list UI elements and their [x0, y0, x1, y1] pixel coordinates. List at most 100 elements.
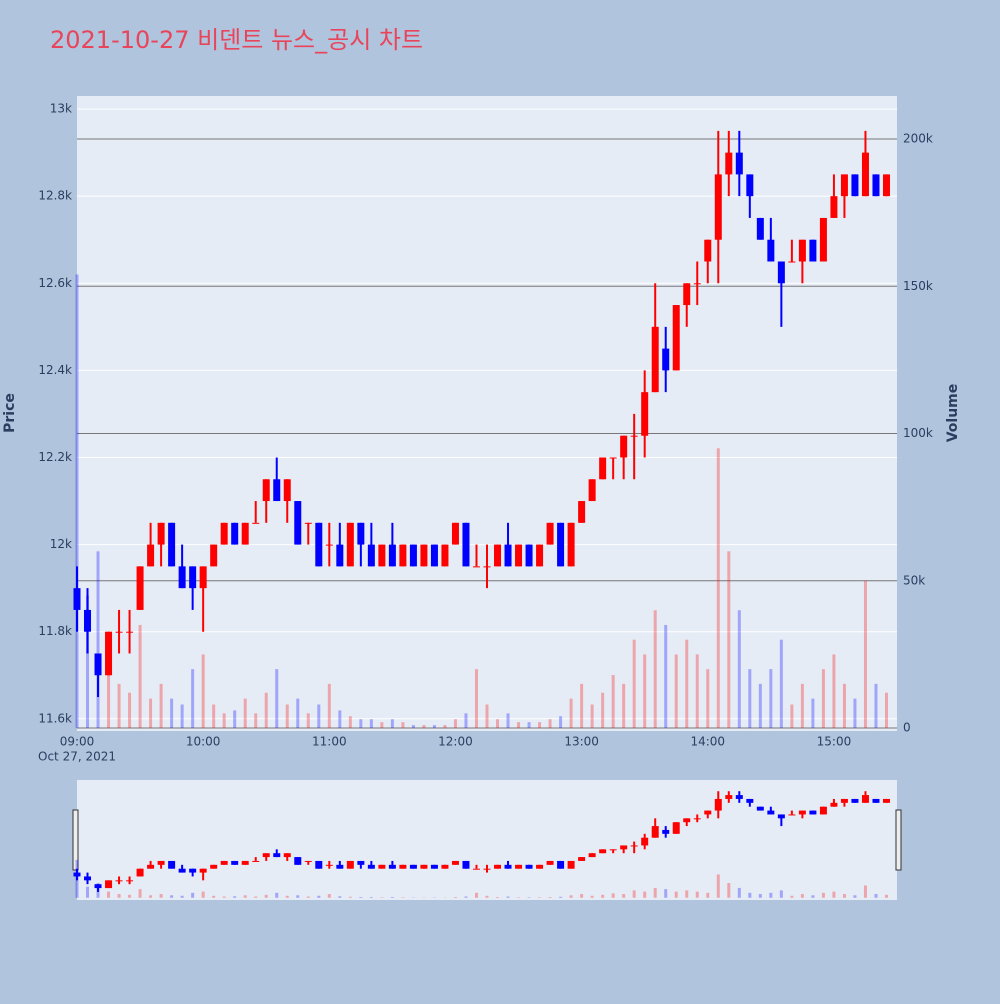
y-tick-label: 11.6k — [38, 711, 72, 725]
candle-body — [662, 830, 669, 834]
volume-bar — [118, 684, 121, 728]
volume-bar — [601, 693, 604, 728]
volume-bar — [149, 699, 152, 728]
candle-body — [872, 174, 879, 196]
candle-body — [179, 869, 186, 873]
candle-body — [851, 174, 858, 196]
candle-body — [725, 153, 732, 175]
volume-bar — [822, 893, 825, 898]
candle-body — [767, 240, 774, 262]
candle-body — [410, 865, 417, 869]
volume-bar — [170, 699, 173, 728]
volume-bar — [853, 699, 856, 728]
volume-bar — [738, 888, 741, 898]
volume-bar — [496, 897, 499, 898]
candle-body — [547, 861, 554, 865]
volume-bar — [780, 890, 783, 897]
volume-bar — [265, 895, 268, 898]
candle-body — [557, 861, 564, 869]
candle-body — [168, 861, 175, 869]
x-date-label: Oct 27, 2021 — [38, 750, 116, 764]
candle-body — [788, 814, 795, 815]
candle-body — [799, 240, 806, 262]
volume-bar — [464, 713, 467, 728]
candle-body — [799, 811, 806, 815]
candle-body — [347, 861, 354, 869]
volume-bar — [864, 885, 867, 897]
candle-body — [431, 865, 438, 869]
candle-body — [74, 588, 81, 610]
candle-body — [116, 632, 123, 633]
candle-body — [336, 545, 343, 567]
candle-body — [694, 818, 701, 819]
volume-bar — [212, 704, 215, 728]
candle-body — [294, 501, 301, 545]
candle-body — [326, 545, 333, 546]
candle-body — [284, 479, 291, 501]
volume-bar — [654, 888, 657, 898]
candle-body — [305, 523, 312, 524]
candle-body — [820, 807, 827, 815]
volume-bar — [612, 675, 615, 728]
volume-bar — [717, 874, 720, 897]
candle-body — [736, 795, 743, 799]
candle-body — [820, 218, 827, 262]
candle-body — [830, 803, 837, 807]
candle-body — [683, 283, 690, 305]
volume-bar — [223, 897, 226, 898]
candle-body — [578, 501, 585, 523]
volume-bar — [780, 640, 783, 728]
volume-bar — [349, 897, 352, 898]
volume-bar — [202, 654, 205, 728]
y-tick-label: 12.6k — [38, 276, 72, 290]
candle-body — [736, 153, 743, 175]
candle-body — [526, 865, 533, 869]
volume-bar — [338, 896, 341, 897]
volume-bar — [86, 887, 89, 898]
candle-body — [273, 479, 280, 501]
volume-bar — [832, 654, 835, 728]
volume-bar — [433, 725, 436, 728]
candle-body — [841, 174, 848, 196]
x-tick-label: 09:00 — [60, 735, 95, 749]
candle-body — [526, 545, 533, 567]
candle-body — [389, 545, 396, 567]
candle-body — [221, 523, 228, 545]
candle-body — [547, 523, 554, 545]
volume-bar — [233, 896, 236, 897]
candle-body — [378, 865, 385, 869]
candle-body — [158, 523, 165, 545]
candle-body — [368, 545, 375, 567]
candle-body — [158, 861, 165, 865]
candle-body — [778, 262, 785, 284]
volume-bar — [727, 883, 730, 898]
volume-bar — [685, 890, 688, 897]
range-handle-right[interactable] — [896, 810, 901, 870]
y2-tick-label: 100k — [903, 426, 933, 440]
candle-body — [641, 392, 648, 436]
volume-bar — [139, 625, 142, 728]
volume-bar — [790, 704, 793, 728]
volume-bar — [633, 640, 636, 728]
candle-body — [420, 545, 427, 567]
candle-body — [410, 545, 417, 567]
volume-bar — [223, 713, 226, 728]
range-slider[interactable] — [77, 780, 897, 900]
candle-body — [788, 262, 795, 263]
candle-body — [673, 305, 680, 370]
candle-body — [694, 283, 701, 284]
candle-body — [168, 523, 175, 567]
volume-bar — [811, 895, 814, 897]
volume-bar — [401, 722, 404, 728]
x-tick-label: 11:00 — [312, 735, 347, 749]
volume-bar — [538, 722, 541, 728]
candle-body — [767, 811, 774, 815]
candle-body — [336, 865, 343, 869]
candle-body — [231, 861, 238, 865]
candle-body — [484, 869, 491, 870]
volume-bar — [559, 716, 562, 728]
candle-body — [515, 865, 522, 869]
volume-bar — [317, 896, 320, 898]
